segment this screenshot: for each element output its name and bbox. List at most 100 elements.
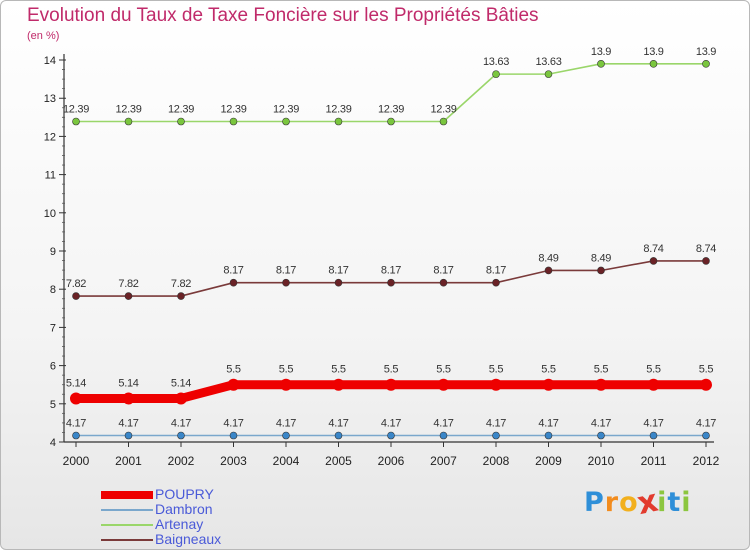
data-point <box>702 431 710 440</box>
data-point <box>175 392 187 405</box>
data-point <box>177 292 185 300</box>
data-label: 4.17 <box>276 418 296 430</box>
data-label: 8.17 <box>381 265 401 277</box>
data-point <box>72 431 80 440</box>
legend-label: POUPRY <box>155 486 214 502</box>
x-tick-label: 2007 <box>430 454 457 468</box>
y-tick-label: 10 <box>44 208 56 220</box>
x-tick-label: 2002 <box>168 454 195 468</box>
data-label: 4.17 <box>328 418 348 430</box>
data-label: 5.5 <box>541 364 556 376</box>
data-label: 12.39 <box>378 104 404 116</box>
data-point <box>334 117 343 126</box>
data-point <box>70 392 82 405</box>
data-point <box>334 431 343 440</box>
data-point <box>492 70 500 78</box>
data-point <box>649 60 658 68</box>
legend-item-baigneaux: Baigneaux <box>101 532 301 547</box>
legend-swatch <box>101 491 153 499</box>
data-label: 7.82 <box>118 278 138 290</box>
logo-letter: P <box>584 487 605 518</box>
data-point <box>229 117 238 126</box>
data-label: 5.5 <box>384 364 399 376</box>
data-label: 5.5 <box>226 364 241 376</box>
data-label: 7.82 <box>66 278 86 290</box>
data-label: 8.17 <box>433 265 453 277</box>
data-point <box>227 378 240 391</box>
data-point <box>280 378 292 391</box>
data-point <box>124 117 133 126</box>
data-point <box>439 278 448 287</box>
data-point <box>177 431 185 440</box>
x-tick-label: 2000 <box>63 454 90 468</box>
x-tick-label: 2012 <box>693 454 720 468</box>
x-tick-label: 2005 <box>325 454 352 468</box>
data-label: 12.39 <box>168 104 194 116</box>
data-label: 5.14 <box>171 377 191 389</box>
y-tick-label: 14 <box>44 55 56 67</box>
data-point <box>439 117 448 126</box>
data-label: 5.5 <box>436 364 451 376</box>
y-axis-unit-label: (en %) <box>27 30 60 42</box>
data-label: 4.17 <box>171 418 191 430</box>
data-label: 4.17 <box>696 418 716 430</box>
data-label: 13.9 <box>591 46 611 58</box>
data-point <box>229 278 238 287</box>
data-label: 4.17 <box>381 418 401 430</box>
data-label: 8.74 <box>643 243 663 255</box>
data-label: 4.17 <box>66 418 86 430</box>
data-point <box>597 266 605 275</box>
data-point <box>282 431 290 440</box>
legend-item-dambron: Dambron <box>101 502 301 517</box>
data-point <box>122 392 135 405</box>
data-label: 5.5 <box>699 364 714 376</box>
data-label: 5.5 <box>646 364 661 376</box>
data-point <box>700 378 712 391</box>
chart-title: Evolution du Taux de Taxe Foncière sur l… <box>27 5 539 26</box>
legend: POUPRY Dambron Artenay Baigneaux <box>101 487 301 547</box>
x-tick-label: 2010 <box>588 454 615 468</box>
data-point <box>490 378 502 391</box>
data-point <box>334 278 343 287</box>
data-label: 4.17 <box>486 418 506 430</box>
logo-letter: i <box>657 487 668 518</box>
legend-swatch <box>101 524 153 526</box>
data-label: 8.17 <box>486 265 506 277</box>
data-label: 12.39 <box>273 104 299 116</box>
data-point <box>647 378 660 391</box>
data-point <box>387 278 395 287</box>
y-tick-label: 9 <box>50 246 56 258</box>
logo-letter: t <box>667 487 682 518</box>
data-label: 4.17 <box>433 418 453 430</box>
data-label: 4.17 <box>538 418 558 430</box>
x-tick-label: 2003 <box>220 454 247 468</box>
x-tick-label: 2006 <box>378 454 405 468</box>
data-label: 13.63 <box>535 56 561 68</box>
legend-label: Artenay <box>155 516 204 532</box>
data-label: 8.17 <box>328 265 348 277</box>
data-point <box>595 378 607 391</box>
data-label: 13.9 <box>643 46 663 58</box>
x-tick-label: 2009 <box>535 454 562 468</box>
data-point <box>492 431 500 440</box>
data-label: 13.63 <box>483 56 509 68</box>
data-label: 5.14 <box>118 377 138 389</box>
data-label: 7.82 <box>171 278 191 290</box>
data-point <box>649 257 658 265</box>
data-point <box>649 431 658 440</box>
data-label: 5.14 <box>66 377 86 389</box>
data-label: 13.9 <box>696 46 716 58</box>
legend-label: Baigneaux <box>155 531 222 547</box>
data-point <box>597 431 605 440</box>
data-label: 5.5 <box>279 364 294 376</box>
x-tick-label: 2011 <box>641 454 667 468</box>
y-tick-label: 7 <box>50 322 56 334</box>
data-point <box>387 117 395 126</box>
data-label: 12.39 <box>325 104 351 116</box>
data-label: 12.39 <box>430 104 456 116</box>
data-point <box>702 60 710 68</box>
y-tick-label: 5 <box>50 399 56 411</box>
logo-letter: o <box>619 487 639 518</box>
